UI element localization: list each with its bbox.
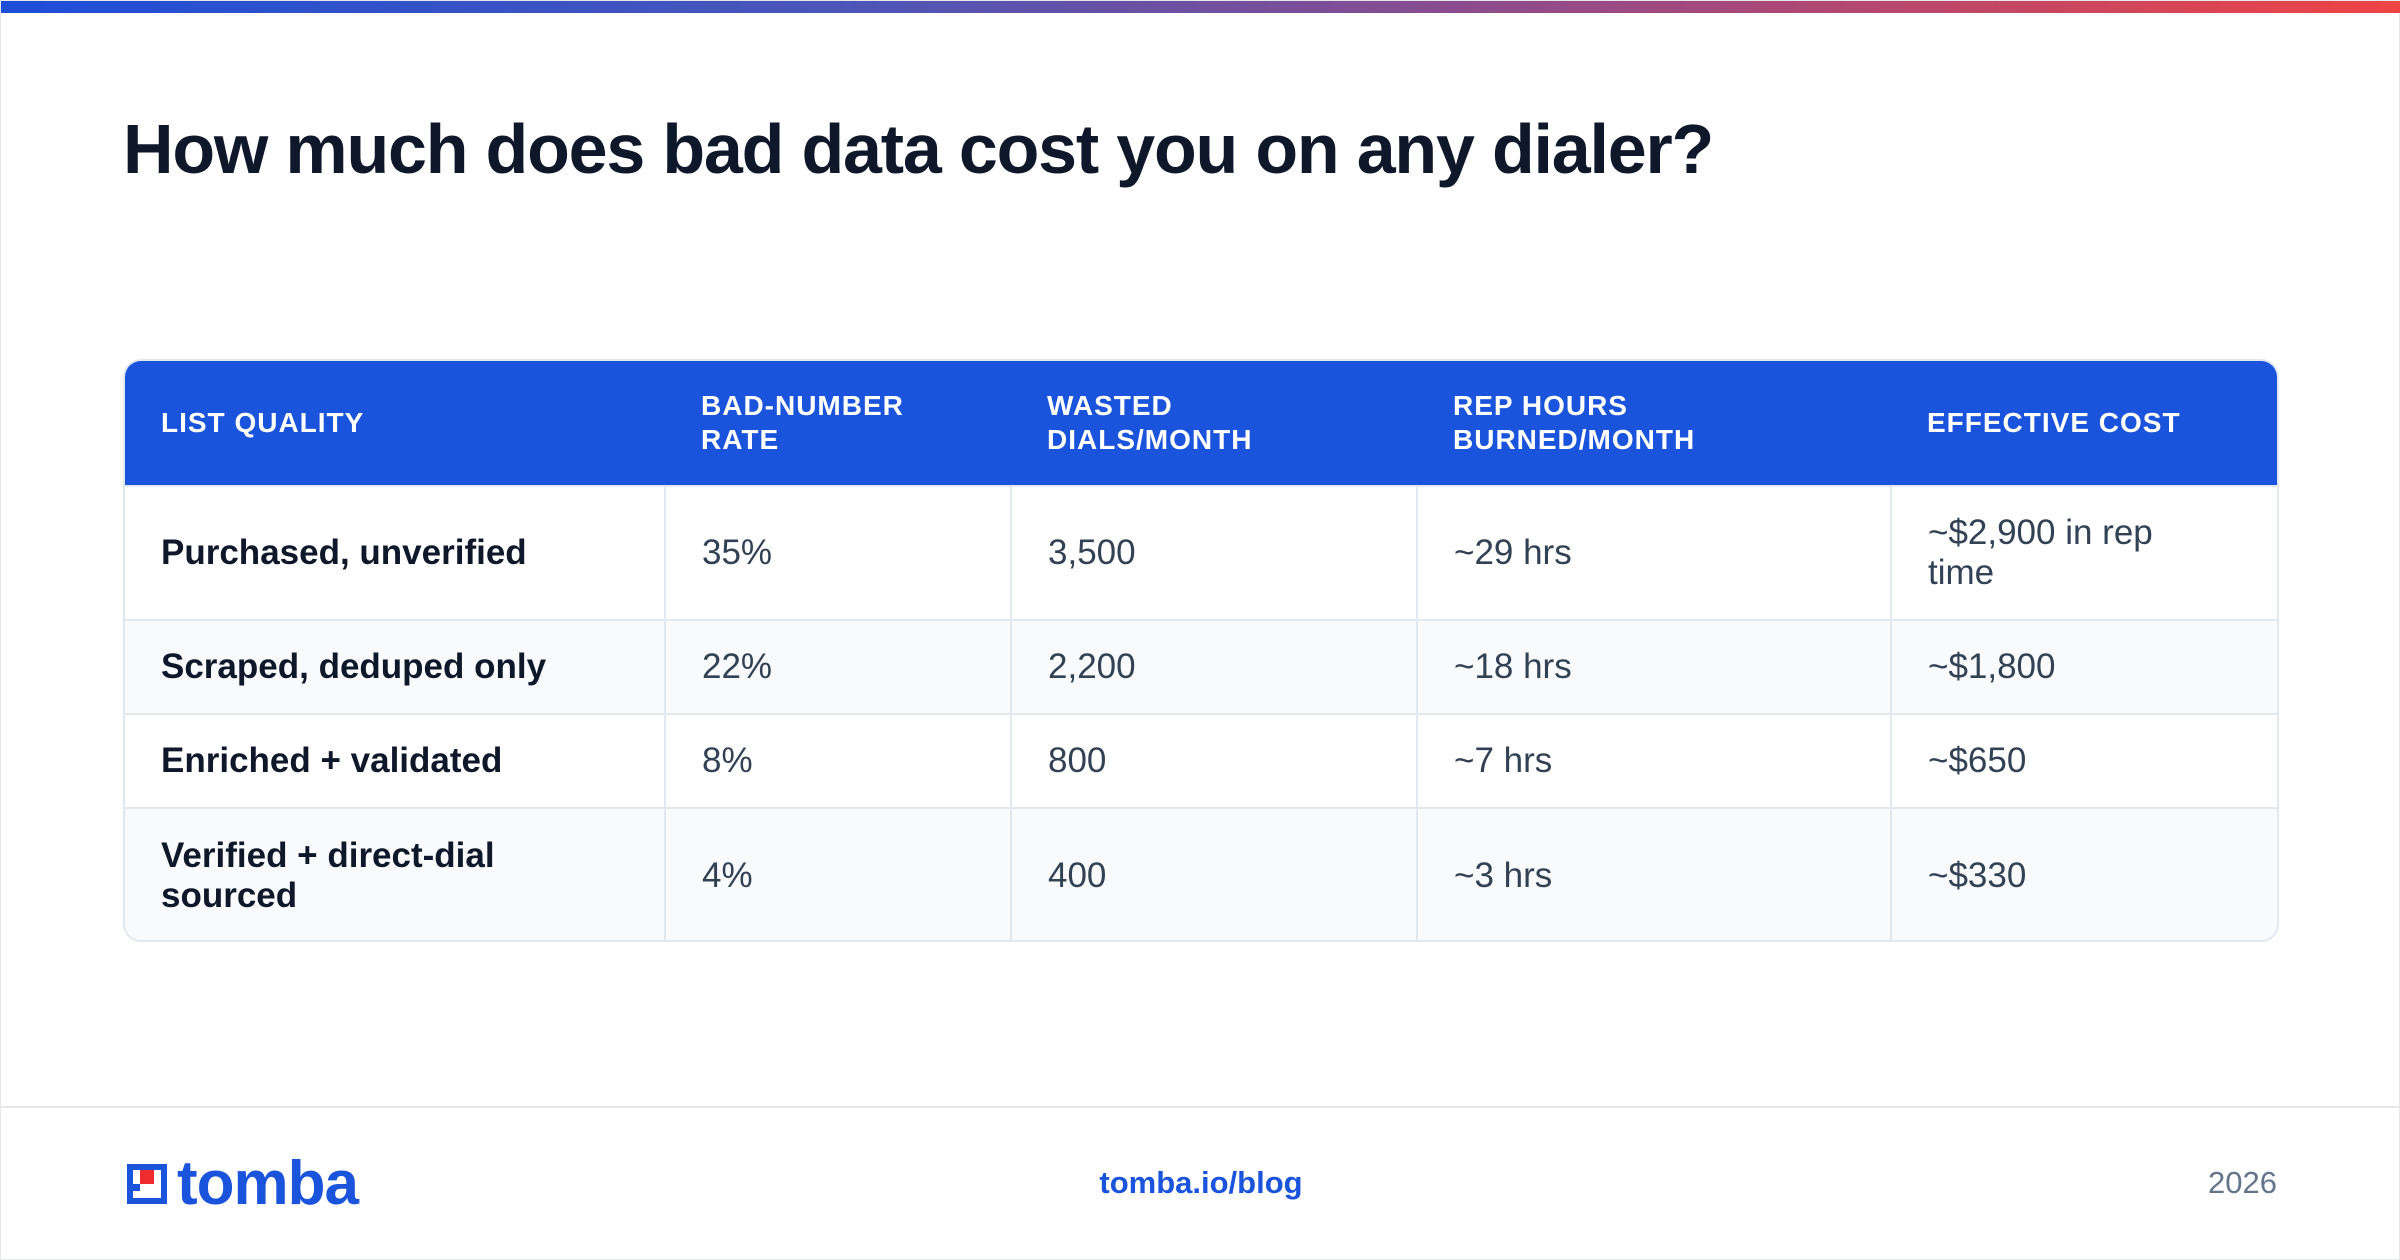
cell-wasted-dials: 3,500	[1010, 486, 1417, 620]
cell-wasted-dials: 800	[1010, 714, 1417, 808]
footer-divider	[1, 1106, 2400, 1108]
cell-rep-hours: ~7 hrs	[1416, 714, 1891, 808]
cell-list-quality: Enriched + validated	[161, 741, 503, 780]
cell-rep-hours: ~3 hrs	[1416, 808, 1891, 940]
column-header-effective-cost: EFFECTIVE COST	[1927, 407, 2181, 438]
cell-bad-number-rate: 35%	[664, 486, 1011, 620]
brand-logo[interactable]: tomba	[123, 1149, 359, 1218]
table-row: Purchased, unverified 35% 3,500 ~29 hrs …	[125, 486, 2277, 620]
column-header-rep-hours: REP HOURS BURNED/MONTH	[1453, 390, 1696, 455]
column-header-list-quality: LIST QUALITY	[161, 407, 365, 438]
column-header-wasted-dials: WASTED DIALS/MONTH	[1047, 390, 1253, 455]
blog-link[interactable]: tomba.io/blog	[1099, 1165, 1303, 1200]
cell-wasted-dials: 400	[1010, 808, 1417, 940]
tomba-logo-icon	[123, 1160, 171, 1208]
cell-list-quality: Verified + direct-dial sourced	[161, 835, 495, 915]
cell-effective-cost: ~$330	[1890, 808, 2277, 940]
footer-year: 2026	[2208, 1165, 2277, 1200]
cell-bad-number-rate: 4%	[664, 808, 1011, 940]
table-row: Scraped, deduped only 22% 2,200 ~18 hrs …	[125, 620, 2277, 714]
page-title: How much does bad data cost you on any d…	[123, 110, 1714, 188]
column-header-bad-number-rate: BAD-NUMBER RATE	[701, 390, 904, 455]
cost-table-card: LIST QUALITY BAD-NUMBER RATE WASTED DIAL…	[123, 359, 2279, 942]
top-gradient-bar	[1, 1, 2400, 13]
cell-effective-cost: ~$2,900 in rep time	[1890, 486, 2277, 620]
cell-bad-number-rate: 22%	[664, 620, 1011, 714]
cell-effective-cost: ~$650	[1890, 714, 2277, 808]
table-header-row: LIST QUALITY BAD-NUMBER RATE WASTED DIAL…	[125, 361, 2277, 486]
cost-table: LIST QUALITY BAD-NUMBER RATE WASTED DIAL…	[125, 361, 2277, 940]
table-row: Verified + direct-dial sourced 4% 400 ~3…	[125, 808, 2277, 940]
brand-name: tomba	[177, 1149, 359, 1218]
cell-list-quality: Purchased, unverified	[161, 533, 527, 572]
table-row: Enriched + validated 8% 800 ~7 hrs ~$650	[125, 714, 2277, 808]
cell-rep-hours: ~18 hrs	[1416, 620, 1891, 714]
cell-bad-number-rate: 8%	[664, 714, 1011, 808]
cell-effective-cost: ~$1,800	[1890, 620, 2277, 714]
cell-wasted-dials: 2,200	[1010, 620, 1417, 714]
cell-list-quality: Scraped, deduped only	[161, 647, 547, 686]
cell-rep-hours: ~29 hrs	[1416, 486, 1891, 620]
